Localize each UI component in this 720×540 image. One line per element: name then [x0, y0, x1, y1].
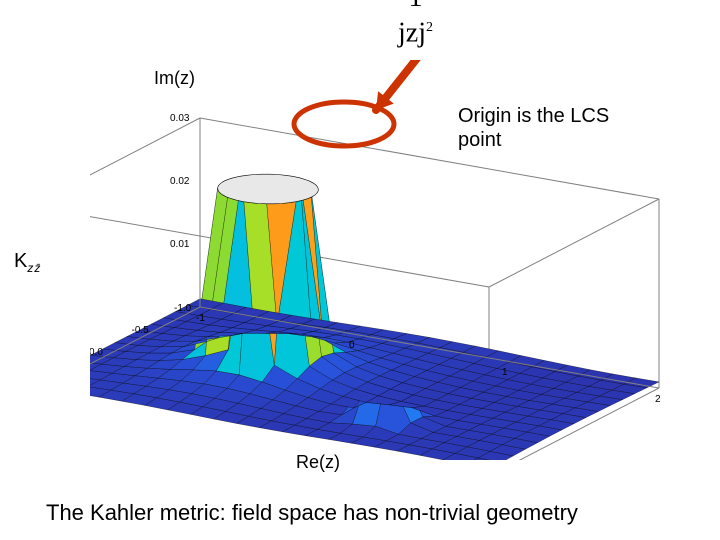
- formula-numerator: 1: [398, 0, 433, 14]
- formula-denominator: jzj2: [398, 14, 433, 47]
- svg-text:0.01: 0.01: [170, 239, 190, 250]
- svg-text:-1.0: -1.0: [174, 303, 192, 314]
- surface: [90, 176, 659, 460]
- svg-text:-1: -1: [196, 313, 205, 324]
- kahler-metric-3d-surface: -1012-1.0-0.50.00.51.00.010.020.03: [90, 60, 680, 460]
- svg-text:0.0: 0.0: [90, 347, 103, 358]
- svg-text:-0.5: -0.5: [132, 325, 150, 336]
- svg-text:0: 0: [349, 340, 355, 351]
- svg-text:2: 2: [655, 394, 661, 405]
- peak-cap: [218, 174, 319, 204]
- svg-text:1: 1: [502, 367, 508, 378]
- svg-text:0.03: 0.03: [170, 113, 190, 124]
- caption: The Kahler metric: field space has non-t…: [46, 500, 578, 526]
- axis-label-kzz: Kzz̄: [14, 250, 41, 275]
- svg-text:0.02: 0.02: [170, 176, 190, 187]
- plot-svg: -1012-1.0-0.50.00.51.00.010.020.03: [90, 60, 680, 460]
- formula-1-over-z2: 1 jzj2: [398, 0, 433, 47]
